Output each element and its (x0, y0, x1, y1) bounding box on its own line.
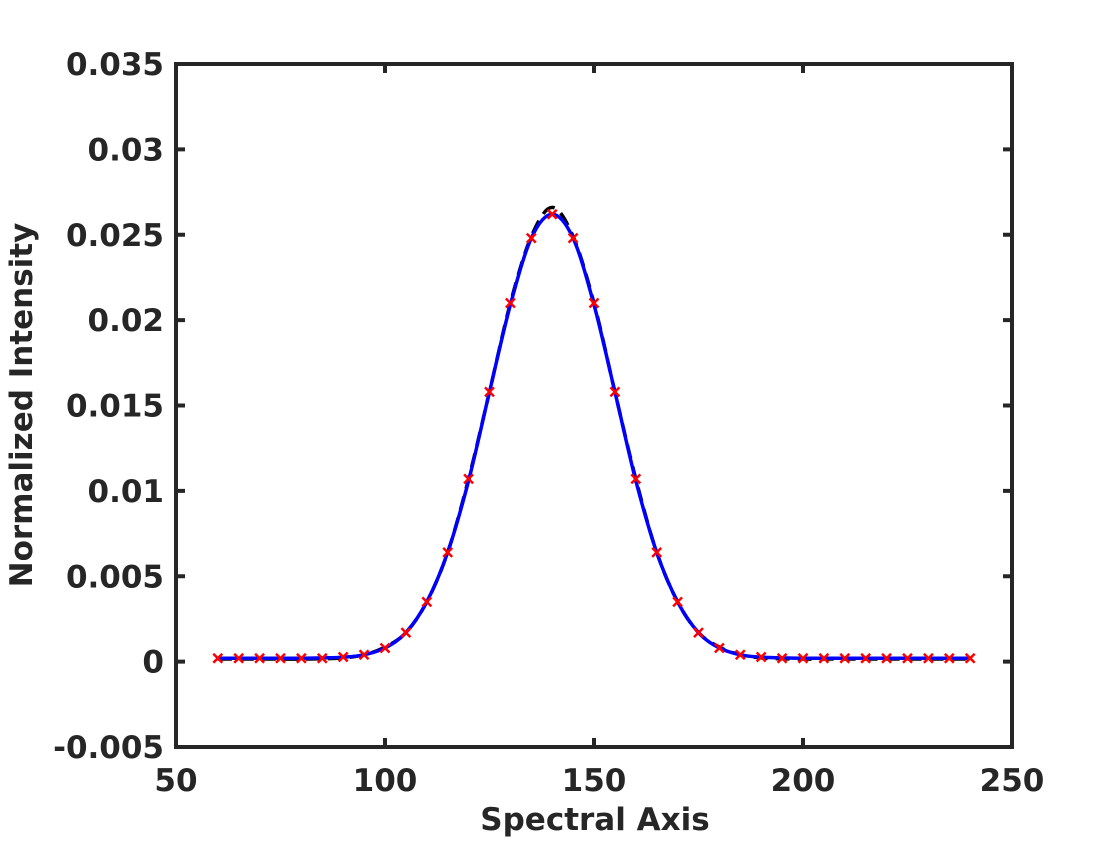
data-point-marker (693, 627, 704, 638)
data-point-marker (421, 596, 433, 608)
marker-stroke (233, 652, 245, 664)
data-point-marker (296, 652, 307, 664)
marker-stroke (923, 652, 934, 664)
marker-stroke (421, 596, 433, 608)
data-point-marker (651, 546, 663, 558)
data-point-marker (714, 642, 725, 654)
x-tick-label: 250 (980, 763, 1045, 799)
y-tick-label: 0.025 (66, 218, 164, 254)
marker-stroke (797, 652, 809, 664)
data-point-marker (233, 652, 245, 664)
data-point-marker (400, 627, 412, 638)
marker-stroke (860, 652, 872, 664)
marker-stroke (379, 642, 391, 654)
marker-stroke (881, 652, 892, 664)
series-solid-line (217, 212, 971, 660)
data-point-marker (442, 546, 454, 558)
marker-stroke (755, 651, 767, 663)
marker-stroke (442, 546, 454, 558)
y-axis-label: Normalized Intensity (4, 223, 40, 588)
data-point-marker (316, 652, 328, 664)
data-point-marker (672, 596, 683, 608)
plot-layer (212, 205, 976, 664)
marker-stroke (358, 649, 370, 661)
data-point-marker (505, 297, 516, 309)
y-tick-label: 0.035 (66, 47, 164, 83)
y-tick-label: -0.005 (53, 730, 164, 766)
y-tick-label: 0.005 (66, 559, 164, 595)
data-point-marker (358, 649, 370, 661)
marker-stroke (693, 627, 704, 638)
marker-stroke (400, 627, 412, 638)
series-dashed-line (217, 205, 971, 661)
data-point-marker (379, 642, 391, 654)
marker-stroke (337, 651, 349, 663)
data-point-marker (463, 473, 474, 485)
marker-stroke (546, 208, 558, 220)
axes-box (174, 62, 1014, 749)
marker-stroke (964, 652, 976, 664)
data-point-marker (546, 208, 558, 220)
marker-stroke (525, 232, 537, 244)
data-point-marker (525, 232, 537, 244)
data-point-marker (943, 652, 955, 664)
y-tick-label: 0.01 (88, 474, 165, 510)
y-tick-label: 0.03 (88, 132, 165, 168)
data-point-marker (484, 386, 495, 398)
data-point-marker (254, 652, 265, 664)
data-point-marker (337, 651, 349, 663)
marker-stroke (818, 652, 830, 664)
data-point-marker (923, 652, 934, 664)
data-point-marker (839, 652, 851, 664)
marker-stroke (734, 649, 746, 661)
marker-stroke (651, 546, 663, 558)
data-point-marker (609, 386, 621, 398)
marker-stroke (839, 652, 851, 664)
marker-stroke (943, 652, 955, 664)
x-tick-label: 100 (353, 763, 418, 799)
marker-stroke (609, 386, 621, 398)
x-tick-label: 200 (771, 763, 836, 799)
marker-stroke (776, 652, 788, 664)
marker-stroke (505, 297, 516, 309)
y-tick-label: 0.015 (66, 389, 164, 425)
data-point-marker (734, 649, 746, 661)
data-point-marker (964, 652, 976, 664)
data-point-marker (881, 652, 892, 664)
marker-stroke (296, 652, 307, 664)
marker-stroke (630, 473, 642, 485)
marker-stroke (212, 652, 224, 664)
data-point-marker (588, 297, 600, 309)
marker-stroke (567, 232, 579, 244)
marker-stroke (463, 473, 474, 485)
marker-stroke (714, 642, 725, 654)
y-tick-label: 0 (142, 645, 164, 681)
x-tick-label: 150 (562, 763, 627, 799)
marker-stroke (316, 652, 328, 664)
data-point-marker (212, 652, 224, 664)
marker-stroke (254, 652, 265, 664)
data-point-marker (818, 652, 830, 664)
y-tick-label: 0.02 (88, 303, 165, 339)
marker-stroke (672, 596, 683, 608)
data-point-marker (567, 232, 579, 244)
x-axis-label: Spectral Axis (480, 802, 709, 838)
data-point-marker (860, 652, 872, 664)
data-point-marker (275, 652, 286, 664)
data-point-marker (902, 652, 913, 664)
data-point-marker (755, 651, 767, 663)
marker-stroke (275, 652, 286, 664)
data-point-marker (630, 473, 642, 485)
data-point-marker (797, 652, 809, 664)
marker-stroke (484, 386, 495, 398)
x-tick-label: 50 (154, 763, 197, 799)
data-point-marker (776, 652, 788, 664)
marker-stroke (902, 652, 913, 664)
axes-layer: 50 100 150 200 250 -0.005 0 0.005 0.01 0.015 0.02 0… (53, 47, 1044, 799)
marker-stroke (588, 297, 600, 309)
